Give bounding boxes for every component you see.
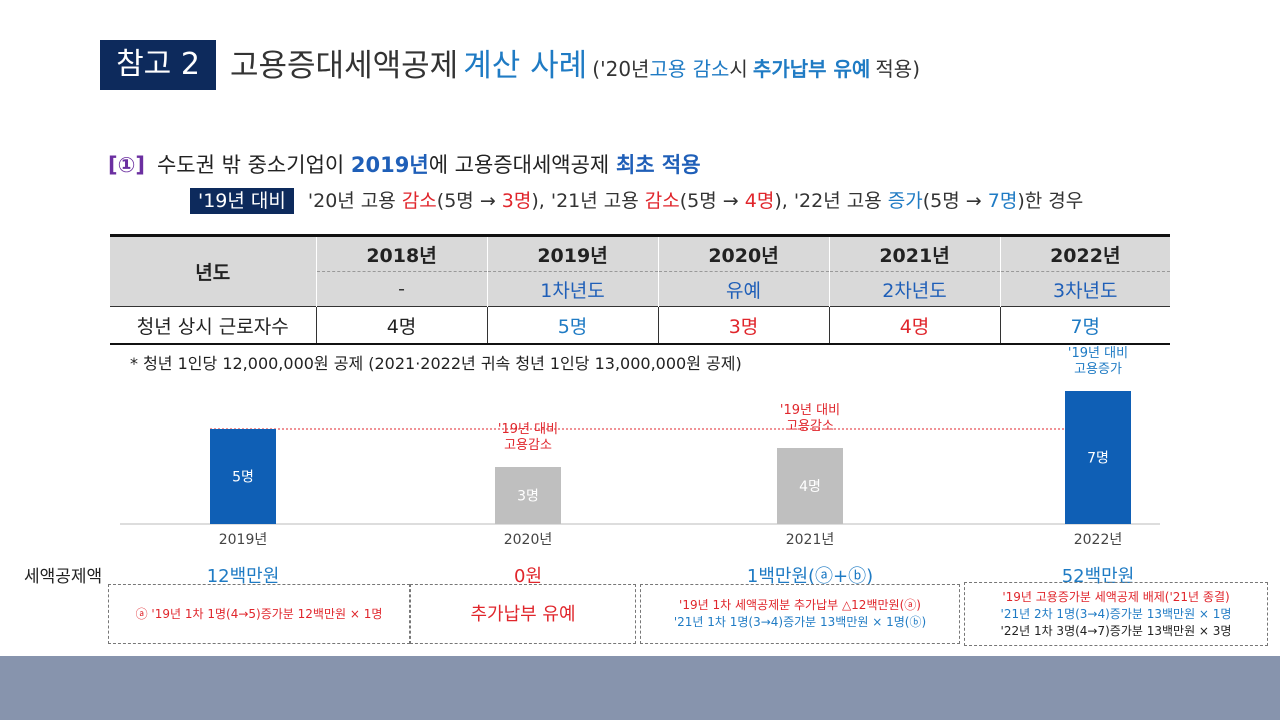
bar-value-label: 7명 (1087, 451, 1109, 467)
cond-3-paren: (5명 → (922, 190, 982, 212)
cond-3-val: 7명 (987, 190, 1018, 212)
count-cell: 5명 (486, 306, 658, 344)
case-description: [①] 수도권 밖 중소기업이 2019년에 고용증대세액공제 최초 적용 (108, 150, 701, 180)
cond-1-word: 감소 (401, 190, 437, 212)
credit-amount: 0원 (513, 566, 543, 587)
title-paren-bold: 추가납부 유예 (752, 57, 871, 81)
credit-title: 세액공제액 (24, 567, 103, 587)
reference-badge: 참고 2 (100, 40, 216, 90)
case-number: [①] (108, 153, 145, 177)
title-paren-close: 적용) (875, 57, 920, 81)
cond-2-val: 4명 (744, 190, 775, 212)
count-cell: 4명 (315, 306, 487, 344)
bar-value-label: 3명 (517, 489, 539, 505)
detail-line: ⓐ '19년 1차 1명(4→5)증가분 12백만원 × 1명 (135, 606, 383, 621)
phase-cell: 1차년도 (486, 271, 658, 307)
detail-line: '22년 1차 3명(4→7)증가분 13백만원 × 3명 (1000, 623, 1232, 638)
x-tick-label: 2021년 (786, 532, 835, 548)
title-paren-mid: 시 (729, 57, 748, 81)
phase-cell: - (315, 271, 487, 307)
year-cell: 2020년 (657, 235, 829, 272)
detail-line: 추가납부 유예 (470, 603, 576, 625)
count-cell: 4명 (828, 306, 1000, 344)
bar (1065, 391, 1131, 524)
case-year: 2019년 (350, 153, 429, 177)
annotation-label: '19년 대비 (780, 403, 840, 418)
detail-line: '19년 1차 세액공제분 추가납부 △12백만원(ⓐ) (679, 598, 921, 612)
bar (777, 448, 843, 524)
bar (210, 429, 276, 524)
title-paren-blue: 고용 감소 (649, 57, 730, 81)
cond-1: '20년 고용 (307, 190, 396, 212)
case-condition: '19년 대비 '20년 고용 감소(5명 → 3명), '21년 고용 감소(5… (190, 186, 1083, 216)
bar-value-label: 5명 (232, 470, 254, 486)
table-row: 청년 상시 근로자수 4명 5명 3명 4명 7명 (110, 306, 1170, 344)
title-blue: 계산 사례 (463, 48, 588, 84)
count-cell: 7명 (999, 306, 1170, 344)
year-cell: 2018년 (315, 235, 487, 272)
condition-badge: '19년 대비 (190, 188, 294, 214)
detail-box: ⓐ '19년 1차 1명(4→5)증가분 12백만원 × 1명 (108, 584, 410, 644)
annotation-label: 고용감소 (786, 419, 834, 434)
table-row: - 1차년도 유예 2차년도 3차년도 (110, 271, 1170, 307)
phase-cell: 유예 (657, 271, 829, 307)
x-tick-label: 2020년 (504, 532, 553, 548)
phase-cell: 3차년도 (999, 271, 1170, 307)
x-tick-label: 2022년 (1074, 532, 1123, 548)
note-text: * 청년 1인당 12,000,000원 공제 (2021·2022년 귀속 청… (130, 354, 742, 373)
cond-2-word: 감소 (644, 190, 680, 212)
annotation-label: 고용감소 (504, 438, 552, 453)
detail-line: '21년 1차 1명(3→4)증가분 13백만원 × 1명(ⓑ) (673, 615, 927, 629)
table-row: 년도 2018년 2019년 2020년 2021년 2022년 (110, 235, 1170, 307)
bar-value-label: 4명 (799, 479, 821, 495)
detail-box: '19년 고용증가분 세액공제 배제('21년 종결) '21년 2차 1명(3… (964, 582, 1268, 646)
title-main: 고용증대세액공제 (230, 48, 459, 84)
annotation-label: '19년 대비 (498, 422, 558, 437)
case-text-c: 최초 적용 (615, 153, 701, 177)
count-label: 청년 상시 근로자수 (110, 306, 316, 344)
detail-box: 추가납부 유예 (410, 584, 636, 644)
annotation-label: 고용증가 (1074, 362, 1122, 377)
case-text-b: 에 고용증대세액공제 (428, 153, 610, 177)
employment-table: 년도 2018년 2019년 2020년 2021년 2022년 - 1차년도 … (110, 234, 1170, 345)
credit-amount: 12백만원 (206, 566, 280, 587)
cond-3: ), '22년 고용 (774, 190, 882, 212)
credit-amount: 52백만원 (1061, 566, 1135, 587)
case-text-a: 수도권 밖 중소기업이 (156, 153, 345, 177)
year-cell: 2021년 (828, 235, 1000, 272)
year-cell: 2022년 (999, 235, 1170, 272)
cond-1-val: 3명 (501, 190, 532, 212)
page-title: 고용증대세액공제 계산 사례 ('20년고용 감소시 추가납부 유예 적용) (230, 44, 920, 88)
annotation-label: '19년 대비 (1068, 346, 1128, 361)
title-paren-open: ('20년 (592, 57, 650, 81)
detail-line: '21년 2차 1명(3→4)증가분 13백만원 × 1명 (1000, 606, 1232, 621)
year-cell: 2019년 (486, 235, 658, 272)
footer-band (0, 656, 1280, 720)
credit-amount: 1백만원(ⓐ+ⓑ) (746, 566, 874, 587)
cond-3-word: 증가 (887, 190, 923, 212)
cond-2: ), '21년 고용 (531, 190, 639, 212)
detail-box: '19년 1차 세액공제분 추가납부 △12백만원(ⓐ) '21년 1차 1명(… (640, 584, 960, 644)
count-cell: 3명 (657, 306, 829, 344)
cond-2-paren: (5명 → (679, 190, 739, 212)
x-tick-label: 2019년 (219, 532, 268, 548)
year-header: 년도 (110, 235, 316, 307)
bar (495, 467, 561, 524)
phase-cell: 2차년도 (828, 271, 1000, 307)
cond-1-paren: (5명 → (436, 190, 496, 212)
detail-line: '19년 고용증가분 세액공제 배제('21년 종결) (1002, 589, 1230, 604)
cond-end: )한 경우 (1017, 190, 1084, 212)
